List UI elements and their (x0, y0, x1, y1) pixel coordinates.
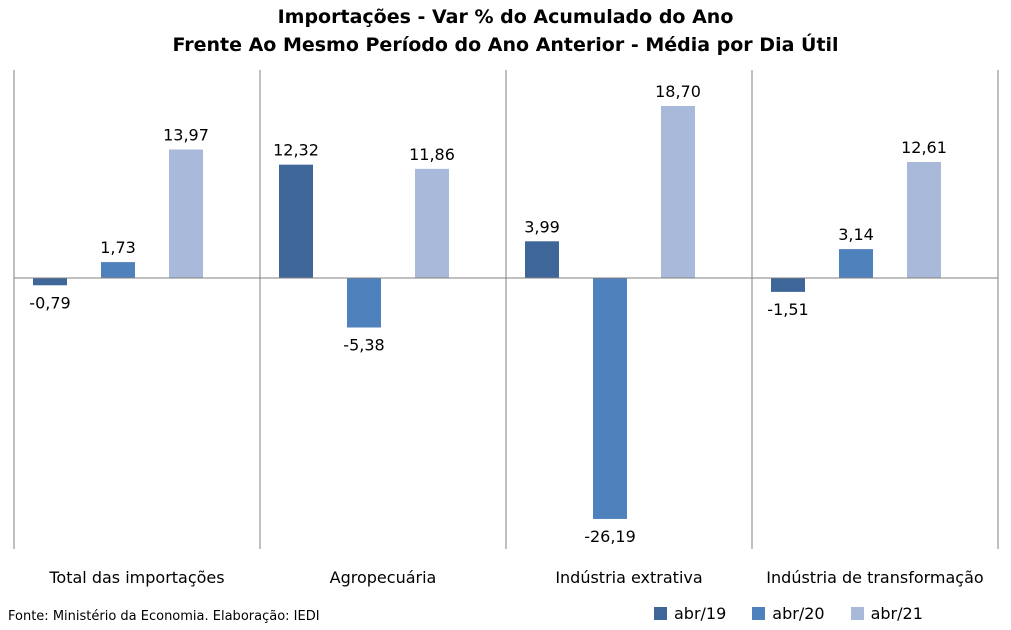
chart-title-line-1: Importações - Var % do Acumulado do Ano (277, 6, 734, 28)
data-label: 12,61 (901, 138, 947, 157)
bar (907, 161, 941, 278)
bar (101, 262, 135, 278)
legend-swatch (654, 606, 667, 620)
category-label: Indústria de transformação (766, 568, 983, 587)
bar (169, 149, 203, 278)
chart-legend: abr/19 abr/20 abr/21 (654, 602, 949, 624)
bar (839, 249, 873, 278)
data-label: 18,70 (655, 82, 701, 101)
data-label: 13,97 (163, 125, 209, 144)
source-note: Fonte: Ministério da Economia. Elaboraçã… (8, 609, 320, 624)
data-label: -26,19 (584, 527, 636, 546)
data-label: -5,38 (343, 335, 384, 354)
legend-item: abr/21 (850, 603, 923, 623)
bar (33, 278, 67, 286)
legend-swatch (850, 606, 864, 620)
bar (279, 164, 313, 278)
bar (771, 278, 805, 292)
bar (661, 105, 695, 279)
legend-item: abr/19 (654, 604, 726, 623)
bar (525, 241, 559, 278)
category-label: Indústria extrativa (555, 568, 702, 587)
legend-swatch (752, 606, 766, 620)
category-label: Agropecuária (330, 568, 437, 587)
data-label: -1,51 (767, 300, 808, 319)
bar (415, 168, 449, 278)
data-label: 11,86 (409, 145, 455, 164)
data-label: 12,32 (273, 141, 319, 160)
data-label: 3,14 (838, 225, 874, 244)
bar (347, 278, 381, 328)
legend-label: abr/21 (870, 603, 923, 623)
chart-plot: -0,79 12,32 3,99 -1,51 1,73 -5,38 -26,19 3,14 13… (13, 70, 999, 587)
legend-item: abr/20 (752, 603, 825, 623)
data-label: 1,73 (100, 238, 136, 257)
bar (593, 278, 627, 519)
chart-title-line-2: Frente Ao Mesmo Período do Ano Anterior … (172, 34, 839, 56)
legend-label: abr/20 (772, 603, 825, 623)
data-label: 3,99 (524, 217, 560, 236)
data-label: -0,79 (29, 293, 70, 312)
legend-label: abr/19 (674, 603, 727, 623)
category-label: Total das importações (48, 568, 224, 587)
